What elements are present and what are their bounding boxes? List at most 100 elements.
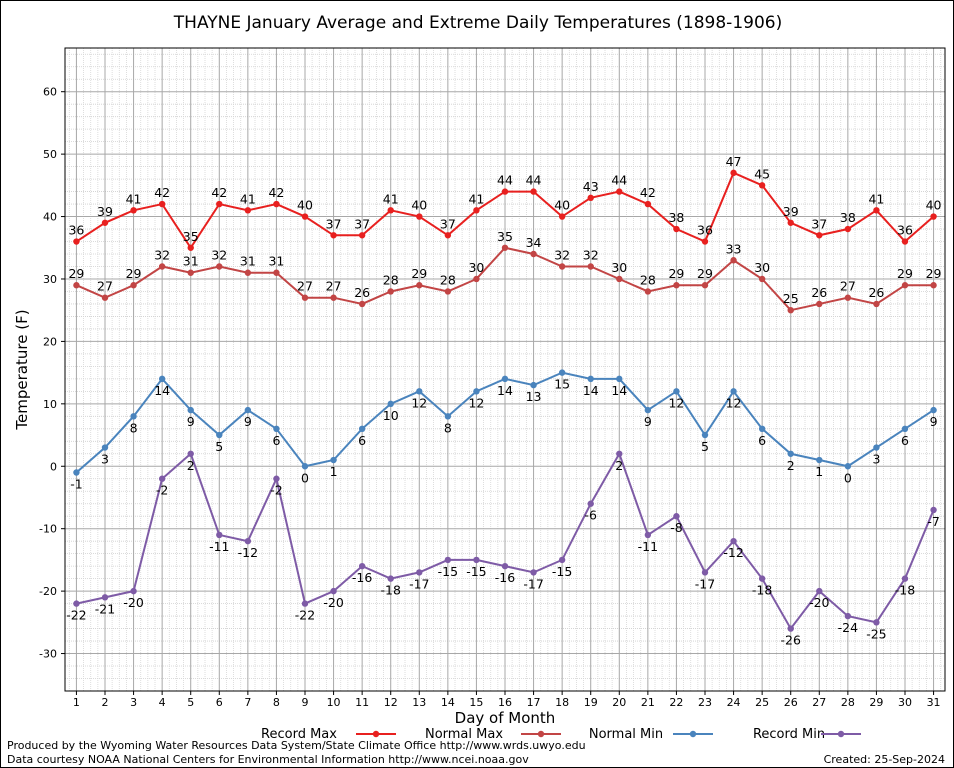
record-max-point: [387, 207, 394, 214]
y-axis-label: Temperature (F): [13, 309, 31, 430]
normal-min-point: [101, 444, 109, 451]
normal-max-point: [701, 282, 709, 289]
x-tick-label: 20: [612, 696, 626, 709]
normal-min-data-label: 6: [758, 433, 766, 448]
record-max-point: [330, 232, 337, 239]
record-min-point: [501, 562, 509, 570]
record-min-data-label: -18: [752, 583, 772, 598]
record-min-data-label: -18: [381, 583, 401, 598]
normal-max-data-label: 31: [183, 254, 199, 269]
record-max-data-label: 37: [354, 216, 370, 231]
record-max-data-label: 40: [554, 198, 570, 213]
normal-min-point: [444, 413, 452, 420]
record-min-point: [301, 600, 309, 607]
record-min-data-label: -12: [238, 545, 258, 560]
normal-min-point: [730, 388, 737, 395]
record-max-data-label: 36: [68, 223, 84, 238]
y-tick-label: -10: [39, 523, 57, 536]
normal-max-data-label: 29: [697, 266, 713, 281]
normal-max-point: [816, 300, 823, 308]
record-max-point: [730, 169, 737, 177]
record-max-point: [844, 225, 852, 233]
normal-max-data-label: 26: [868, 285, 884, 300]
x-tick-label: 9: [302, 696, 309, 709]
record-min-point: [330, 587, 337, 595]
record-max-data-label: 47: [726, 154, 742, 169]
record-min-point: [558, 556, 566, 564]
created-date: Created: 25-Sep-2024: [823, 753, 945, 766]
normal-min-point: [387, 400, 394, 408]
record-min-data-label: -17: [695, 576, 715, 591]
record-min-point: [444, 556, 452, 564]
normal-min-data-label: 12: [726, 395, 742, 410]
record-max-point: [101, 219, 109, 226]
y-tick-label: -30: [39, 648, 57, 661]
normal-min-point: [130, 413, 137, 420]
record-min-point: [73, 600, 80, 607]
normal-min-point: [244, 406, 252, 414]
normal-max-data-label: 27: [297, 279, 313, 294]
x-tick-label: 3: [130, 696, 137, 709]
x-tick-label: 26: [784, 696, 798, 709]
record-min-data-label: -2: [270, 483, 282, 498]
normal-min-point: [216, 431, 223, 439]
record-max-point: [644, 200, 652, 208]
record-min-point: [158, 475, 166, 482]
record-min-point: [358, 562, 366, 570]
record-max-data-label: 41: [383, 191, 399, 206]
normal-max-point: [73, 282, 80, 289]
normal-min-data-label: 6: [901, 433, 909, 448]
normal-min-data-label: 13: [526, 389, 542, 404]
normal-max-data-label: 26: [354, 285, 370, 300]
record-max-point: [444, 232, 452, 239]
record-max-data-label: 39: [97, 204, 113, 219]
record-min-point: [101, 594, 109, 601]
normal-max-point: [130, 282, 137, 289]
record-max-point: [473, 207, 480, 214]
normal-max-point: [244, 269, 252, 276]
record-max-point: [787, 219, 794, 226]
normal-min-data-label: 5: [701, 439, 709, 454]
record-min-point: [587, 500, 594, 507]
record-min-data-label: -25: [866, 626, 886, 641]
record-min-data-label: -8: [670, 520, 683, 535]
x-tick-label: 6: [216, 696, 223, 709]
normal-max-point: [330, 294, 337, 301]
record-max-data-label: 44: [526, 173, 542, 188]
normal-max-data-label: 29: [668, 266, 684, 281]
normal-min-point: [330, 456, 337, 464]
normal-max-point: [216, 263, 223, 270]
normal-min-data-label: 12: [668, 395, 684, 410]
record-min-data-label: -22: [66, 608, 86, 623]
record-max-point: [73, 238, 80, 245]
record-min-data-label: -16: [495, 570, 515, 585]
x-tick-label: 4: [159, 696, 166, 709]
record-min-point: [616, 450, 623, 457]
normal-min-data-label: 15: [554, 377, 570, 392]
record-min-point: [787, 625, 794, 632]
normal-min-data-label: 5: [215, 439, 223, 454]
normal-max-data-label: 32: [211, 247, 227, 262]
record-max-point: [558, 213, 566, 220]
record-max-point: [416, 213, 423, 220]
normal-max-data-label: 32: [583, 247, 599, 262]
record-max-data-label: 41: [468, 191, 484, 206]
normal-max-point: [358, 300, 366, 308]
record-max-point: [901, 238, 909, 245]
record-max-data-label: 43: [583, 179, 599, 194]
x-tick-label: 22: [669, 696, 683, 709]
record-min-point: [130, 587, 137, 595]
record-max-point: [816, 232, 823, 239]
record-max-point: [587, 194, 594, 202]
record-min-point: [273, 475, 280, 482]
record-min-data-label: -21: [95, 601, 115, 616]
normal-min-data-label: 9: [244, 414, 252, 429]
x-tick-label: 27: [812, 696, 826, 709]
y-tick-label: 40: [43, 211, 57, 224]
normal-max-data-label: 26: [811, 285, 827, 300]
normal-min-data-label: -1: [70, 477, 82, 492]
record-min-point: [901, 575, 909, 582]
normal-max-data-label: 29: [897, 266, 913, 281]
x-tick-label: 5: [187, 696, 194, 709]
record-min-data-label: -2: [156, 483, 168, 498]
